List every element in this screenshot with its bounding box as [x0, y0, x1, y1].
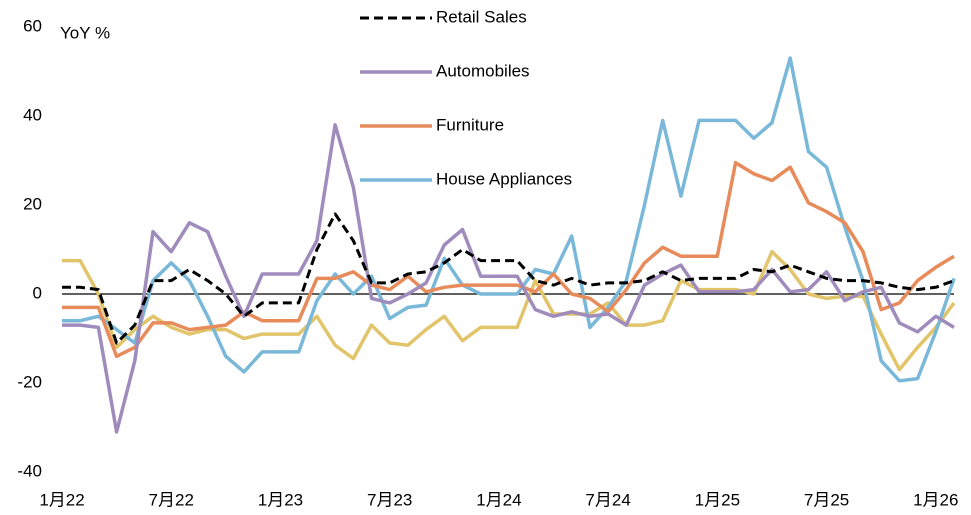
x-tick-label: 7月24: [585, 490, 630, 509]
y-tick-label: 60: [23, 16, 42, 35]
series-line: [62, 249, 956, 372]
x-tick-label: 7月23: [367, 490, 412, 509]
series-line: [62, 212, 955, 345]
legend-label: Furniture: [436, 115, 504, 134]
y-tick-label: -40: [17, 461, 42, 480]
y-tick-label: 40: [23, 105, 42, 124]
y-tick-label: 20: [23, 194, 42, 213]
x-tick-label: 1月25: [695, 490, 740, 509]
legend-label: House Appliances: [436, 169, 572, 188]
x-tick-label: 1月26: [913, 490, 958, 509]
y-tick-label: 0: [33, 283, 42, 302]
x-tick-label: 1月23: [258, 490, 303, 509]
y-tick-label: -20: [17, 372, 42, 391]
series-line: [62, 56, 956, 383]
x-tick-label: 7月22: [149, 490, 194, 509]
y-axis-label: YoY %: [60, 23, 110, 42]
series-line: [62, 123, 955, 434]
x-tick-label: 1月22: [39, 490, 84, 509]
x-tick-label: 1月24: [476, 490, 521, 509]
x-tick-label: 7月25: [804, 490, 849, 509]
series-line: [62, 160, 955, 359]
legend-label: Retail Sales: [436, 7, 527, 26]
legend-label: Automobiles: [436, 61, 530, 80]
